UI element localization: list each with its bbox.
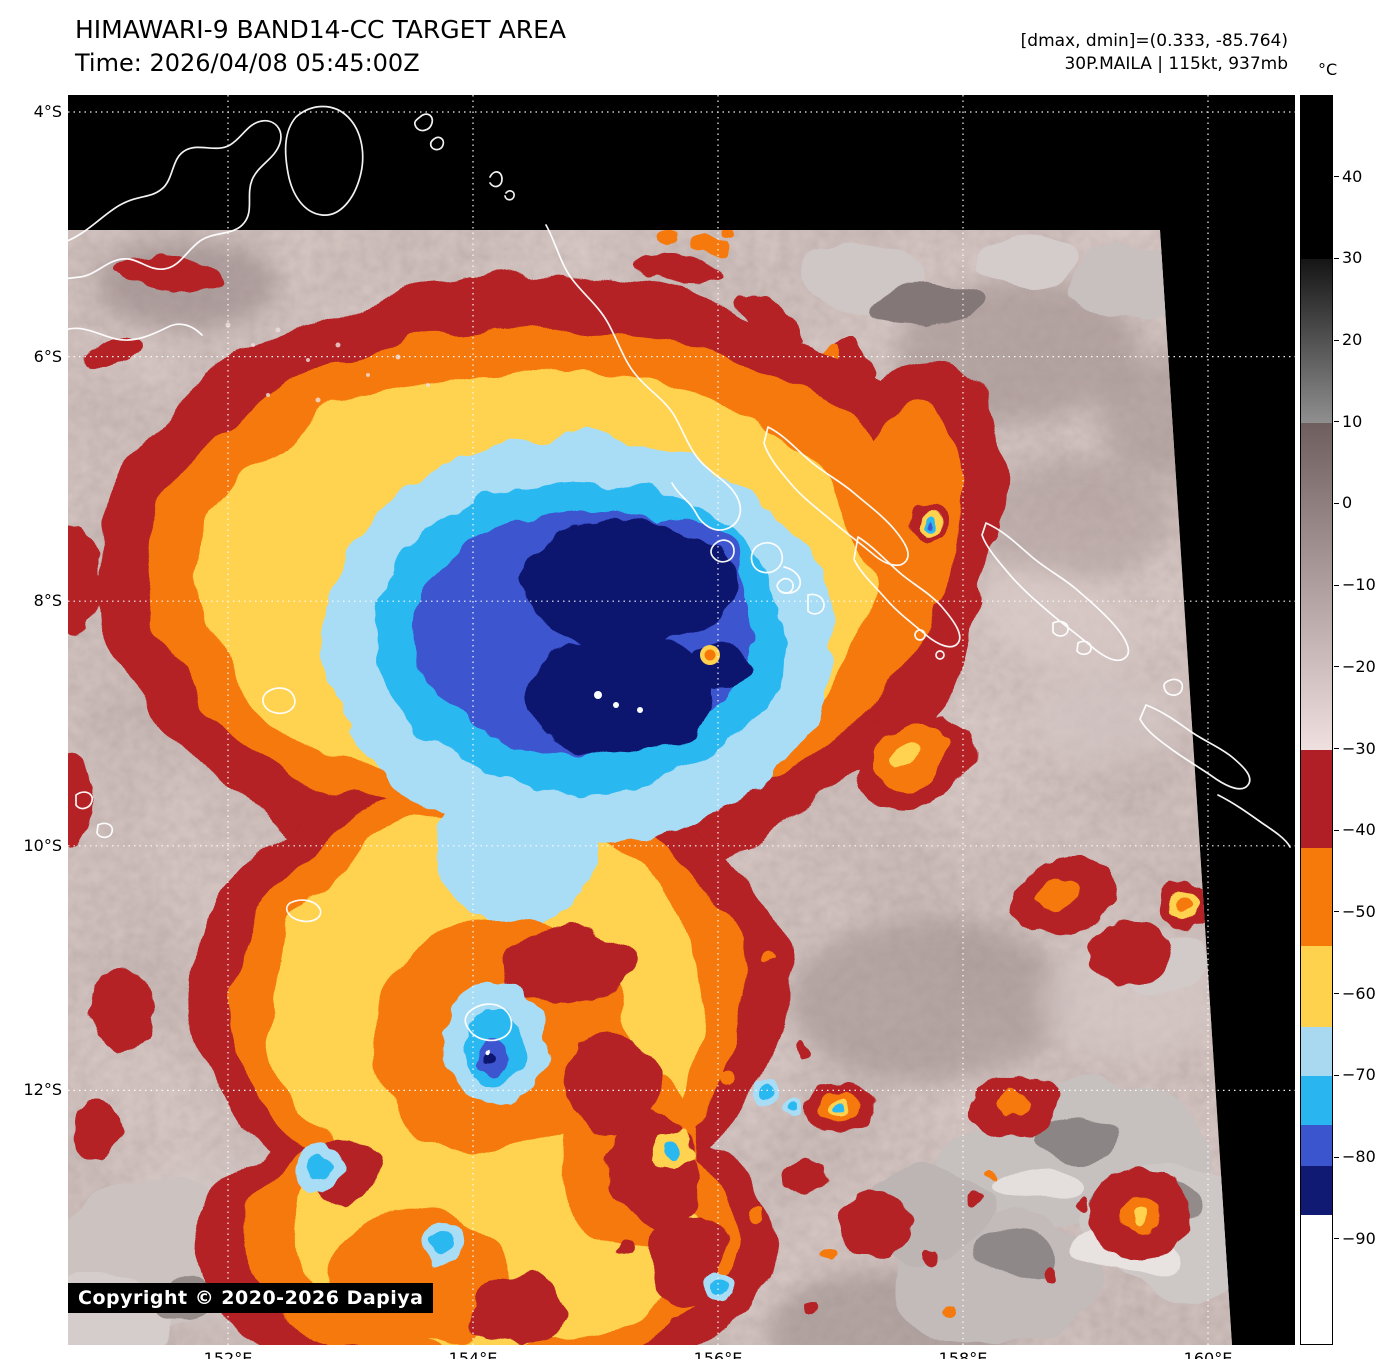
colorbar-tick-mark bbox=[1334, 666, 1339, 668]
colorbar-segment bbox=[1301, 422, 1332, 750]
satellite-image bbox=[68, 95, 1295, 1345]
colorbar-tick-label: −50 bbox=[1342, 901, 1376, 921]
coastline-island bbox=[284, 105, 364, 216]
colorbar-segment bbox=[1301, 1166, 1332, 1216]
colorbar-tick-mark bbox=[1334, 257, 1339, 259]
lon-tick-label: 160°E bbox=[1183, 1349, 1233, 1359]
storm-info-label: 30P.MAILA | 115kt, 937mb bbox=[1064, 54, 1288, 74]
lon-tick-label: 154°E bbox=[448, 1349, 498, 1359]
colorbar-tick-label: −30 bbox=[1342, 738, 1376, 758]
colorbar-tick-label: 20 bbox=[1342, 330, 1363, 350]
lat-tick-label: 12°S bbox=[23, 1080, 62, 1100]
coastline-malaita bbox=[981, 522, 1130, 662]
colorbar-segment bbox=[1301, 1125, 1332, 1167]
coastline-new-britain-south bbox=[68, 323, 203, 341]
lon-tick-label: 158°E bbox=[938, 1349, 988, 1359]
colorbar-tick-mark bbox=[1334, 1238, 1339, 1240]
coastline-guadalcanal bbox=[1139, 704, 1251, 790]
colorbar-tick-mark bbox=[1334, 993, 1339, 995]
coastlines bbox=[68, 105, 1291, 1042]
colorbar-tick-label: −90 bbox=[1342, 1228, 1376, 1248]
colorbar-tick-mark bbox=[1334, 584, 1339, 586]
colorbar-tick-mark bbox=[1334, 502, 1339, 504]
colorbar-tick-label: −40 bbox=[1342, 820, 1376, 840]
colorbar-segment bbox=[1301, 749, 1332, 848]
colorbar-tick-label: 40 bbox=[1342, 166, 1363, 186]
colorbar-tick-mark bbox=[1334, 748, 1339, 750]
colorbar-tick-mark bbox=[1334, 829, 1339, 831]
coastline-choiseul bbox=[763, 426, 909, 567]
colorbar-tick-label: −80 bbox=[1342, 1147, 1376, 1167]
colorbar-segment bbox=[1301, 847, 1332, 946]
colorbar-segment bbox=[1301, 1076, 1332, 1126]
copyright-badge: Copyright © 2020-2026 Dapiya bbox=[68, 1283, 434, 1313]
lat-tick-label: 8°S bbox=[33, 591, 62, 611]
colorbar-tick-mark bbox=[1334, 176, 1339, 178]
figure-timestamp: Time: 2026/04/08 05:45:00Z bbox=[75, 49, 420, 77]
scattered-cell-dots bbox=[619, 950, 1087, 1332]
east-spiral-arm bbox=[852, 711, 974, 809]
figure-title: HIMAWARI-9 BAND14-CC TARGET AREA bbox=[75, 15, 567, 44]
lon-tick-label: 156°E bbox=[693, 1349, 743, 1359]
lat-tick-label: 4°S bbox=[33, 102, 62, 121]
coldest-overshoot-specks bbox=[594, 691, 643, 713]
lon-tick-label: 152°E bbox=[203, 1349, 253, 1359]
colorbar-tick-label: −60 bbox=[1342, 983, 1376, 1003]
colorbar-tick-label: −10 bbox=[1342, 575, 1376, 595]
scan-area bbox=[68, 230, 1232, 1345]
colorbar-segment bbox=[1301, 1215, 1332, 1344]
lat-tick-label: 10°S bbox=[23, 835, 62, 855]
coastline-santa-isabel bbox=[853, 536, 961, 648]
colorbar bbox=[1300, 95, 1333, 1345]
data-range-label: [dmax, dmin]=(0.333, -85.764) bbox=[1020, 31, 1288, 51]
colorbar-tick-mark bbox=[1334, 911, 1339, 913]
east-convective-cells bbox=[783, 504, 1211, 1260]
colorbar-tick-mark bbox=[1334, 339, 1339, 341]
colorbar-segment bbox=[1301, 945, 1332, 1028]
colorbar-segment bbox=[1301, 259, 1332, 423]
colorbar-tick-label: −20 bbox=[1342, 656, 1376, 676]
colorbar-tick-label: 30 bbox=[1342, 248, 1363, 268]
storm-eye bbox=[700, 645, 720, 665]
map-plot: Copyright © 2020-2026 Dapiya bbox=[68, 95, 1295, 1345]
colorbar-tick-label: 10 bbox=[1342, 411, 1363, 431]
colorbar-tick-label: 0 bbox=[1342, 493, 1353, 513]
coastline-new-britain bbox=[68, 119, 282, 280]
colorbar-segment bbox=[1301, 1027, 1332, 1077]
coastline-bougainville bbox=[545, 224, 742, 531]
colorbar-tick-label: −70 bbox=[1342, 1065, 1376, 1085]
colorbar-tick-mark bbox=[1334, 1074, 1339, 1076]
colorbar-tick-mark bbox=[1334, 1156, 1339, 1158]
storm-navy-core bbox=[523, 523, 751, 757]
colorbar-tick-mark bbox=[1334, 421, 1339, 423]
colorbar-unit-label: °C bbox=[1318, 60, 1338, 79]
lat-tick-label: 6°S bbox=[33, 346, 62, 366]
gridlines bbox=[68, 95, 1295, 1345]
colorbar-segment bbox=[1301, 96, 1332, 260]
